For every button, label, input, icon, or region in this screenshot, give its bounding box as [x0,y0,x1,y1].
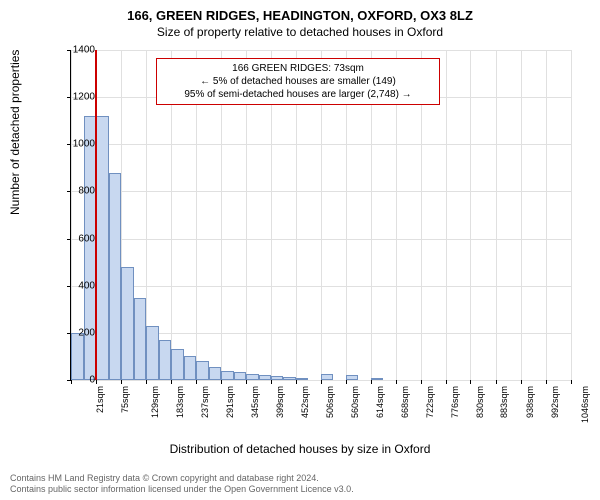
histogram-bar [271,376,284,380]
xtick-mark [296,380,297,384]
annotation-box: 166 GREEN RIDGES: 73sqm← 5% of detached … [156,58,440,105]
histogram-bar [321,374,334,380]
histogram-bar [184,356,197,380]
xtick-label: 992sqm [550,386,560,418]
y-axis-label: Number of detached properties [8,50,22,215]
annotation-line-1: 166 GREEN RIDGES: 73sqm [163,62,433,75]
xtick-label: 399sqm [275,386,285,418]
title-line-2: Size of property relative to detached ho… [0,23,600,39]
gridline-v [470,50,471,380]
histogram-bar [283,377,296,380]
histogram-bar [109,173,122,380]
plot-area: 166 GREEN RIDGES: 73sqm← 5% of detached … [70,50,571,381]
xtick-mark [96,380,97,384]
xtick-mark [271,380,272,384]
annotation-line-3: 95% of semi-detached houses are larger (… [163,88,433,101]
gridline-v [571,50,572,380]
title-line-1: 166, GREEN RIDGES, HEADINGTON, OXFORD, O… [0,0,600,23]
xtick-mark [546,380,547,384]
xtick-label: 452sqm [300,386,310,418]
ytick-label: 1000 [65,139,95,150]
histogram-bar [146,326,159,380]
x-axis-label: Distribution of detached houses by size … [0,442,600,456]
histogram-bar [159,340,172,380]
histogram-bar [71,333,84,380]
footer-attribution: Contains HM Land Registry data © Crown c… [10,473,590,496]
xtick-label: 129sqm [150,386,160,418]
xtick-mark [221,380,222,384]
xtick-mark [121,380,122,384]
histogram-bar [96,116,109,380]
xtick-mark [171,380,172,384]
xtick-mark [421,380,422,384]
xtick-mark [371,380,372,384]
histogram-bar [246,374,259,380]
ytick-label: 200 [65,327,95,338]
xtick-mark [446,380,447,384]
annotation-line-2: ← 5% of detached houses are smaller (149… [163,75,433,88]
histogram-bar [296,378,309,380]
gridline-v [496,50,497,380]
marker-line [95,50,97,380]
histogram-bar [121,267,134,380]
ytick-label: 1200 [65,92,95,103]
xtick-label: 938sqm [525,386,535,418]
gridline-v [521,50,522,380]
xtick-label: 560sqm [350,386,360,418]
histogram-bar [371,378,384,380]
xtick-label: 291sqm [225,386,235,418]
xtick-mark [496,380,497,384]
ytick-label: 800 [65,186,95,197]
xtick-label: 883sqm [499,386,509,418]
xtick-mark [571,380,572,384]
gridline-v [446,50,447,380]
xtick-label: 345sqm [250,386,260,418]
histogram-bar [134,298,147,381]
xtick-label: 830sqm [475,386,485,418]
xtick-mark [196,380,197,384]
histogram-bar [221,371,234,380]
xtick-mark [321,380,322,384]
footer-line-1: Contains HM Land Registry data © Crown c… [10,473,590,485]
ytick-label: 0 [65,375,95,386]
xtick-label: 722sqm [425,386,435,418]
xtick-label: 237sqm [200,386,210,418]
xtick-label: 668sqm [400,386,410,418]
footer-line-2: Contains public sector information licen… [10,484,590,496]
xtick-label: 776sqm [450,386,460,418]
ytick-label: 600 [65,233,95,244]
histogram-bar [209,367,222,380]
xtick-mark [346,380,347,384]
xtick-mark [470,380,471,384]
gridline-v [546,50,547,380]
xtick-label: 75sqm [120,386,130,413]
histogram-bar [346,375,359,380]
xtick-mark [521,380,522,384]
xtick-label: 506sqm [325,386,335,418]
histogram-bar [196,361,209,380]
xtick-label: 1046sqm [580,386,590,423]
xtick-mark [146,380,147,384]
histogram-bar [171,349,184,380]
xtick-label: 183sqm [175,386,185,418]
xtick-mark [396,380,397,384]
chart-container: 166, GREEN RIDGES, HEADINGTON, OXFORD, O… [0,0,600,500]
xtick-label: 21sqm [95,386,105,413]
xtick-mark [246,380,247,384]
ytick-label: 1400 [65,45,95,56]
histogram-bar [259,375,271,380]
ytick-label: 400 [65,280,95,291]
xtick-label: 614sqm [375,386,385,418]
histogram-bar [234,372,247,380]
